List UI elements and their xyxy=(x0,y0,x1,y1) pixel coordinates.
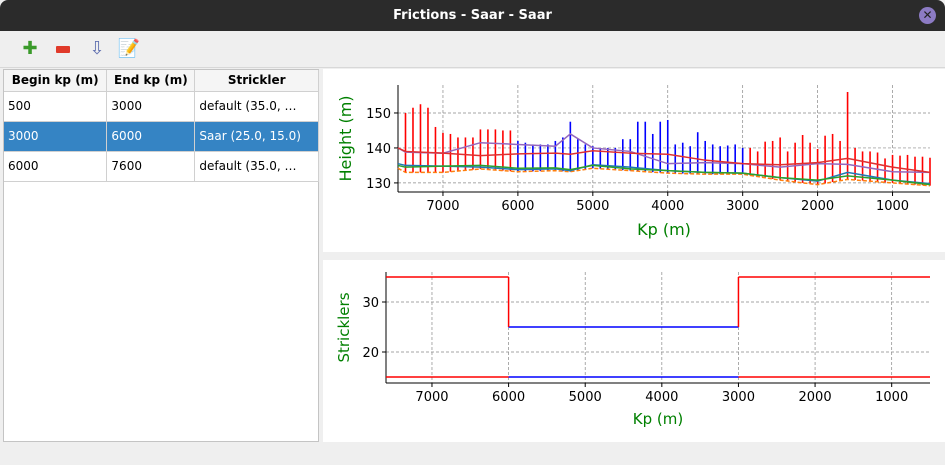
table-row[interactable]: 3000 6000 Saar (25.0, 15.0) xyxy=(4,121,319,152)
add-icon[interactable]: ✚ xyxy=(22,38,38,59)
header-strickler[interactable]: Strickler xyxy=(194,70,319,92)
x-tick-label: 6000 xyxy=(501,199,534,214)
cell[interactable]: default (35.0, … xyxy=(194,91,319,122)
cell[interactable]: default (35.0, … xyxy=(194,151,319,182)
y-axis-label: Stricklers xyxy=(335,292,353,362)
title-bar: Frictions - Saar - Saar ✕ xyxy=(0,0,945,31)
splitter-handle[interactable] xyxy=(323,252,945,260)
series-line xyxy=(397,147,931,174)
cell[interactable]: 3000 xyxy=(4,121,108,152)
cell[interactable]: 6000 xyxy=(4,151,108,182)
series-line xyxy=(397,167,931,187)
cell[interactable]: 7600 xyxy=(106,151,196,182)
close-icon[interactable]: ✕ xyxy=(919,7,936,24)
y-tick-label: 20 xyxy=(362,346,379,361)
sort-icon[interactable]: ⇩ xyxy=(89,38,105,59)
x-tick-label: 7000 xyxy=(426,199,459,214)
toolbar: ✚ ⇩ 📝 xyxy=(0,31,945,68)
x-tick-label: 5000 xyxy=(569,390,602,405)
series-line xyxy=(397,133,931,174)
y-tick-label: 30 xyxy=(362,296,379,311)
window-title: Frictions - Saar - Saar xyxy=(393,8,552,23)
frictions-table: Begin kp (m) End kp (m) Strickler 500 300… xyxy=(4,70,319,182)
header-end-kp[interactable]: End kp (m) xyxy=(106,70,196,92)
series-line xyxy=(397,164,931,186)
x-tick-label: 1000 xyxy=(876,199,909,214)
x-tick-label: 1000 xyxy=(875,390,908,405)
cell[interactable]: 500 xyxy=(4,91,108,122)
cell[interactable]: 3000 xyxy=(106,91,196,122)
x-tick-label: 4000 xyxy=(651,199,684,214)
table-row[interactable]: 6000 7600 default (35.0, … xyxy=(4,151,319,182)
x-tick-label: 3000 xyxy=(722,390,755,405)
status-bar xyxy=(0,442,945,465)
table-row[interactable]: 500 3000 default (35.0, … xyxy=(4,91,319,122)
x-axis-label: Kp (m) xyxy=(637,220,691,239)
x-tick-label: 7000 xyxy=(415,390,448,405)
x-tick-label: 2000 xyxy=(799,390,832,405)
strickler-chart[interactable]: 7000 6000 5000 4000 3000 2000 1000 20 30 Kp (m) St… xyxy=(323,260,945,442)
x-tick-label: 5000 xyxy=(576,199,609,214)
y-tick-label: 150 xyxy=(366,107,391,122)
y-tick-label: 140 xyxy=(366,142,391,157)
x-axis-label: Kp (m) xyxy=(633,410,683,428)
cell[interactable]: 6000 xyxy=(106,121,196,152)
series-line xyxy=(397,162,931,185)
remove-icon[interactable] xyxy=(50,36,76,62)
x-tick-label: 2000 xyxy=(801,199,834,214)
x-tick-label: 3000 xyxy=(726,199,759,214)
x-tick-label: 4000 xyxy=(645,390,678,405)
edit-icon[interactable]: 📝 xyxy=(117,38,141,59)
header-begin-kp[interactable]: Begin kp (m) xyxy=(4,70,108,92)
y-tick-label: 130 xyxy=(366,177,391,192)
frictions-table-panel: Begin kp (m) End kp (m) Strickler 500 300… xyxy=(3,69,319,442)
y-axis-label: Height (m) xyxy=(336,95,355,181)
x-tick-label: 6000 xyxy=(492,390,525,405)
height-chart[interactable]: 7000 6000 5000 4000 3000 2000 1000 130 140 150 Kp … xyxy=(323,69,945,252)
cell[interactable]: Saar (25.0, 15.0) xyxy=(194,121,319,152)
